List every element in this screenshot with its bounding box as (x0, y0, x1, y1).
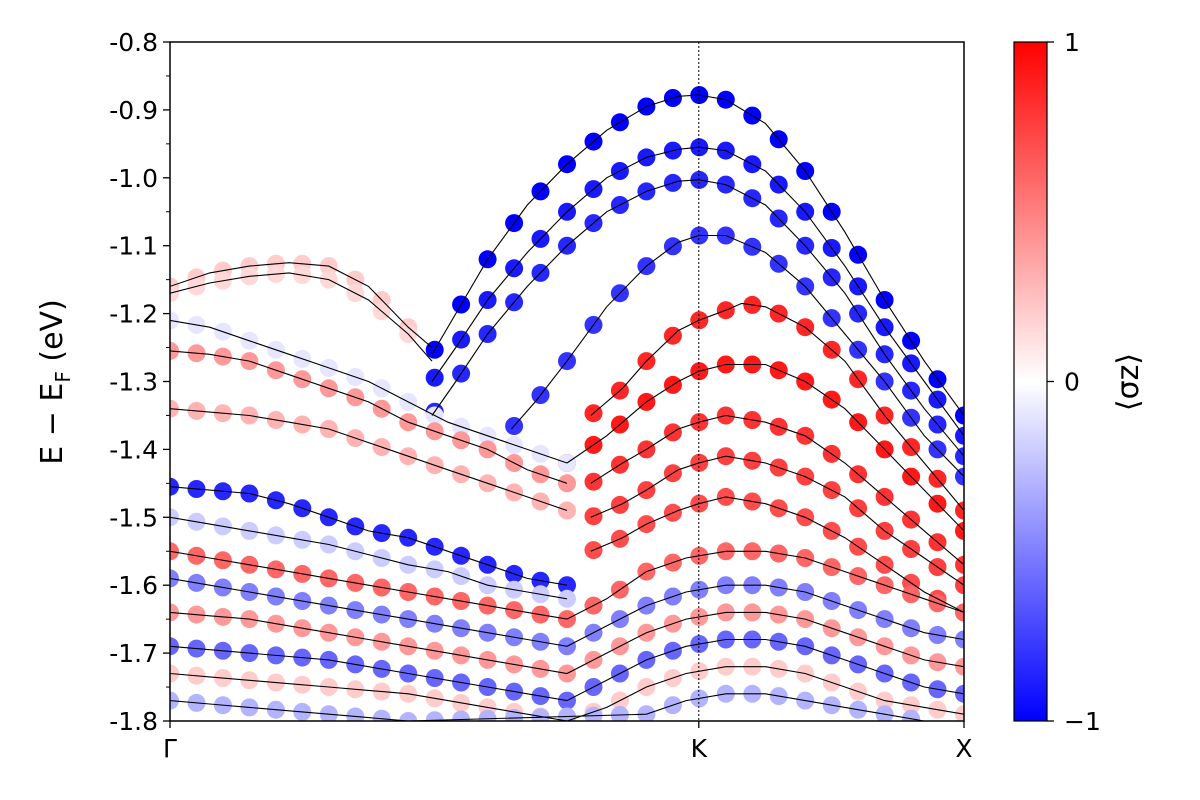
spin-point (955, 501, 964, 520)
band-line (170, 577, 964, 647)
band-line (170, 408, 568, 512)
band-line (170, 693, 925, 721)
y-tick-label: -1.4 (109, 435, 158, 464)
y-tick-label: -1.3 (109, 368, 158, 397)
spin-point (955, 657, 964, 676)
spin-point (875, 705, 894, 721)
spin-point (425, 711, 444, 721)
colorbar-ticks: 1 0 −1 (1047, 28, 1101, 736)
band-line (590, 496, 964, 613)
colorbar-tick-label: −1 (1064, 707, 1101, 736)
y-tick-label: -1.5 (109, 503, 158, 532)
y-tick-label: -1.1 (109, 232, 158, 261)
spin-point (452, 710, 471, 721)
spin-point (955, 426, 964, 445)
colorbar-tick-label: 0 (1064, 368, 1080, 397)
band-line (170, 516, 568, 600)
x-tick-label: X (955, 734, 972, 763)
spin-point (399, 712, 418, 721)
spin-point (955, 603, 964, 622)
y-tick-label: -1.0 (109, 164, 158, 193)
spin-point (955, 555, 964, 574)
band-line (590, 302, 964, 511)
spin-point (637, 705, 656, 721)
band-line (170, 272, 433, 362)
spin-point (558, 707, 576, 721)
band-line (431, 94, 964, 416)
x-tick-label: Γ (163, 734, 177, 763)
spin-point (319, 705, 338, 721)
band-line (590, 455, 964, 586)
spin-point (955, 521, 964, 540)
band-line (431, 179, 964, 457)
spin-point (170, 311, 179, 330)
band-line (170, 550, 964, 620)
band-line (590, 414, 964, 566)
band-line (170, 350, 568, 484)
band-line (170, 262, 433, 348)
spin-point (170, 508, 179, 527)
x-tick-label: K (691, 734, 708, 763)
band-line (566, 363, 964, 532)
y-tick-label: -0.9 (109, 96, 158, 125)
y-axis: -0.8 -0.9 -1.0 -1.1 -1.2 -1.3 -1.4 -1.5 -1.6 -1.7… (109, 28, 170, 736)
band-line (431, 146, 964, 437)
y-tick-label: -1.6 (109, 571, 158, 600)
spin-point (955, 406, 964, 425)
band-line (510, 234, 964, 477)
y-tick-label: -1.2 (109, 300, 158, 329)
y-axis-title: E − EF (eV) (35, 299, 75, 465)
colorbar-tick-label: 1 (1064, 28, 1080, 57)
y-tick-label: -1.7 (109, 639, 158, 668)
band-line (170, 486, 568, 586)
spin-point (346, 707, 365, 721)
band-lines (170, 94, 964, 721)
band-line (170, 638, 964, 702)
spin-point (955, 467, 964, 486)
colorbar (1013, 41, 1048, 722)
spin-point (170, 569, 179, 588)
y-tick-label: -1.8 (109, 707, 158, 736)
band-line (170, 666, 964, 721)
spin-point (610, 706, 629, 721)
spin-point (955, 630, 964, 649)
band-line (170, 611, 964, 675)
band-line (170, 319, 568, 464)
spin-point (170, 542, 179, 561)
y-tick-label: -0.8 (109, 28, 158, 57)
spin-projected-points (170, 86, 964, 721)
spin-point (170, 284, 179, 303)
spin-point (955, 447, 964, 466)
colorbar-label: ⟨σz⟩ (1111, 353, 1146, 411)
spin-point (955, 684, 964, 703)
